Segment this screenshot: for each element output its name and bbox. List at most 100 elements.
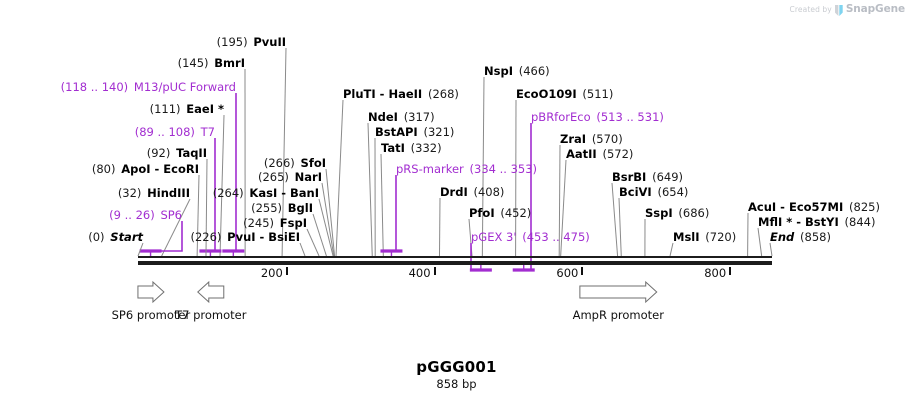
annotation-name: HindIII — [147, 186, 190, 200]
annotation-name: PfoI — [469, 206, 495, 220]
annotation-label-bstAPI[interactable]: BstAPI (321) — [375, 126, 454, 138]
annotation-label-drdI[interactable]: DrdI (408) — [440, 186, 504, 198]
annotation-label-plutI-haeII[interactable]: PluTI - HaeII (268) — [343, 88, 459, 100]
annotation-name: BmrI — [214, 56, 245, 70]
annotation-name: BciVI — [619, 185, 652, 199]
annotation-name: TaqII — [176, 146, 207, 160]
annotation-position: (513 .. 531) — [596, 110, 664, 124]
annotation-position: (825) — [849, 200, 880, 214]
ruler-tick-label: 800 — [704, 266, 727, 280]
enzyme-leader-line — [669, 242, 674, 257]
annotation-label-zraI[interactable]: ZraI (570) — [560, 133, 623, 145]
annotation-name: ZraI — [560, 132, 587, 146]
annotation-label-nspI[interactable]: NspI (466) — [484, 65, 550, 77]
annotation-name: T7 — [200, 125, 215, 139]
enzyme-leader-line — [367, 122, 373, 257]
annotation-position: (572) — [602, 147, 634, 161]
annotation-label-eaeI[interactable]: (111) EaeI * — [150, 103, 224, 115]
annotation-label-mslI[interactable]: MslI (720) — [673, 231, 736, 243]
enzyme-leader-line — [611, 182, 619, 257]
annotation-label-bmrI[interactable]: (145) BmrI — [178, 57, 245, 69]
enzyme-leader-line — [757, 227, 763, 257]
snapgene-logo-icon — [834, 4, 843, 16]
annotation-position: (265) — [257, 170, 289, 184]
annotation-name: pGEX 3' — [471, 230, 517, 244]
annotation-name: pRS-marker — [396, 162, 464, 176]
promoter-label: SP6 promoter — [111, 308, 191, 322]
annotation-label-sspI[interactable]: SspI (686) — [645, 207, 709, 219]
promoter-arrow[interactable] — [579, 280, 658, 304]
annotation-label-aatII[interactable]: AatII (572) — [566, 148, 633, 160]
annotation-label-ndeI[interactable]: NdeI (317) — [368, 111, 435, 123]
annotation-label-start[interactable]: (0) Start — [88, 231, 143, 243]
annotation-label-m13puc-fwd[interactable]: (118 .. 140) M13/pUC Forward — [61, 81, 236, 93]
watermark-product-name: SnapGene — [845, 3, 905, 15]
ruler-tick — [581, 267, 584, 275]
annotation-label-t7[interactable]: (89 .. 108) T7 — [135, 126, 215, 138]
annotation-position: (453 .. 475) — [522, 230, 590, 244]
enzyme-leader-line — [306, 228, 320, 257]
annotation-name: NarI — [294, 170, 322, 184]
annotation-label-acuI-eco57mI[interactable]: AcuI - Eco57MI (825) — [748, 201, 880, 213]
annotation-name: FspI — [279, 216, 307, 230]
feature-leader-line — [233, 93, 237, 252]
plasmid-backbone-line-top — [138, 256, 772, 258]
annotation-label-pvuI-bsiEI[interactable]: (226) PvuI - BsiEI — [190, 231, 300, 243]
annotation-label-end[interactable]: End (858) — [770, 231, 831, 243]
annotation-label-mflI-bstYI[interactable]: MflI * - BstYI (844) — [758, 216, 875, 228]
annotation-label-kasI-banI[interactable]: (264) KasI - BanI — [213, 187, 319, 199]
annotation-name: SspI — [645, 206, 673, 220]
annotation-position: (452) — [500, 206, 532, 220]
annotation-position: (649) — [652, 170, 684, 184]
annotation-label-sp6[interactable]: (9 .. 26) SP6 — [109, 209, 182, 221]
annotation-position: (226) — [190, 230, 222, 244]
enzyme-leader-line — [438, 197, 441, 257]
annotation-position: (408) — [473, 185, 505, 199]
annotation-name: BglI — [287, 201, 313, 215]
annotation-name: AcuI - Eco57MI — [748, 200, 844, 214]
enzyme-leader-line — [380, 153, 384, 257]
annotation-label-tatI[interactable]: TatI (332) — [381, 142, 442, 154]
annotation-label-narI[interactable]: (265) NarI — [258, 171, 322, 183]
annotation-label-prs-marker[interactable]: pRS-marker (334 .. 353) — [396, 163, 537, 175]
promoter-arrow[interactable] — [197, 280, 225, 304]
annotation-label-hindIII[interactable]: (32) HindIII — [118, 187, 190, 199]
annotation-name: KasI - BanI — [249, 186, 319, 200]
enzyme-leader-line — [769, 242, 773, 257]
annotation-label-bsrBI[interactable]: BsrBI (649) — [612, 171, 683, 183]
annotation-label-apoI-ecoRI[interactable]: (80) ApoI - EcoRI — [92, 163, 199, 175]
enzyme-leader-line — [335, 99, 344, 257]
annotation-position: (92) — [146, 146, 171, 160]
promoter-arrow[interactable] — [137, 280, 165, 304]
annotation-name: BstAPI — [375, 125, 418, 139]
annotation-name: SfoI — [300, 156, 326, 170]
annotation-name: ApoI - EcoRI — [121, 162, 199, 176]
annotation-name: NspI — [484, 64, 513, 78]
annotation-position: (720) — [705, 230, 737, 244]
annotation-label-pbrforeco[interactable]: pBRforEco (513 .. 531) — [531, 111, 664, 123]
annotation-label-sfoI[interactable]: (266) SfoI — [264, 157, 326, 169]
annotation-name: PluTI - HaeII — [343, 87, 423, 101]
annotation-label-bciVI[interactable]: BciVI (654) — [619, 186, 688, 198]
annotation-position: (245) — [243, 216, 275, 230]
annotation-position: (858) — [800, 230, 831, 244]
annotation-label-pfoI[interactable]: PfoI (452) — [469, 207, 531, 219]
annotation-position: (268) — [427, 87, 459, 101]
annotation-label-taqII[interactable]: (92) TaqII — [147, 147, 207, 159]
annotation-label-fspI[interactable]: (245) FspI — [243, 217, 307, 229]
annotation-label-bglI[interactable]: (255) BglI — [251, 202, 313, 214]
annotation-label-pgex3[interactable]: pGEX 3' (453 .. 475) — [471, 231, 590, 243]
plasmid-backbone-line-main — [138, 261, 772, 265]
annotation-position: (334 .. 353) — [469, 162, 538, 176]
enzyme-leader-line — [137, 242, 144, 257]
annotation-name: DrdI — [440, 185, 468, 199]
promoter-label: AmpR promoter — [572, 308, 664, 322]
enzyme-leader-line — [618, 197, 622, 257]
annotation-label-ecoO109I[interactable]: EcoO109I (511) — [516, 88, 613, 100]
annotation-position: (118 .. 140) — [60, 80, 129, 94]
annotation-label-pvuII[interactable]: (195) PvuII — [217, 36, 286, 48]
annotation-position: (266) — [263, 156, 295, 170]
annotation-position: (466) — [518, 64, 550, 78]
ruler-tick — [433, 267, 436, 275]
